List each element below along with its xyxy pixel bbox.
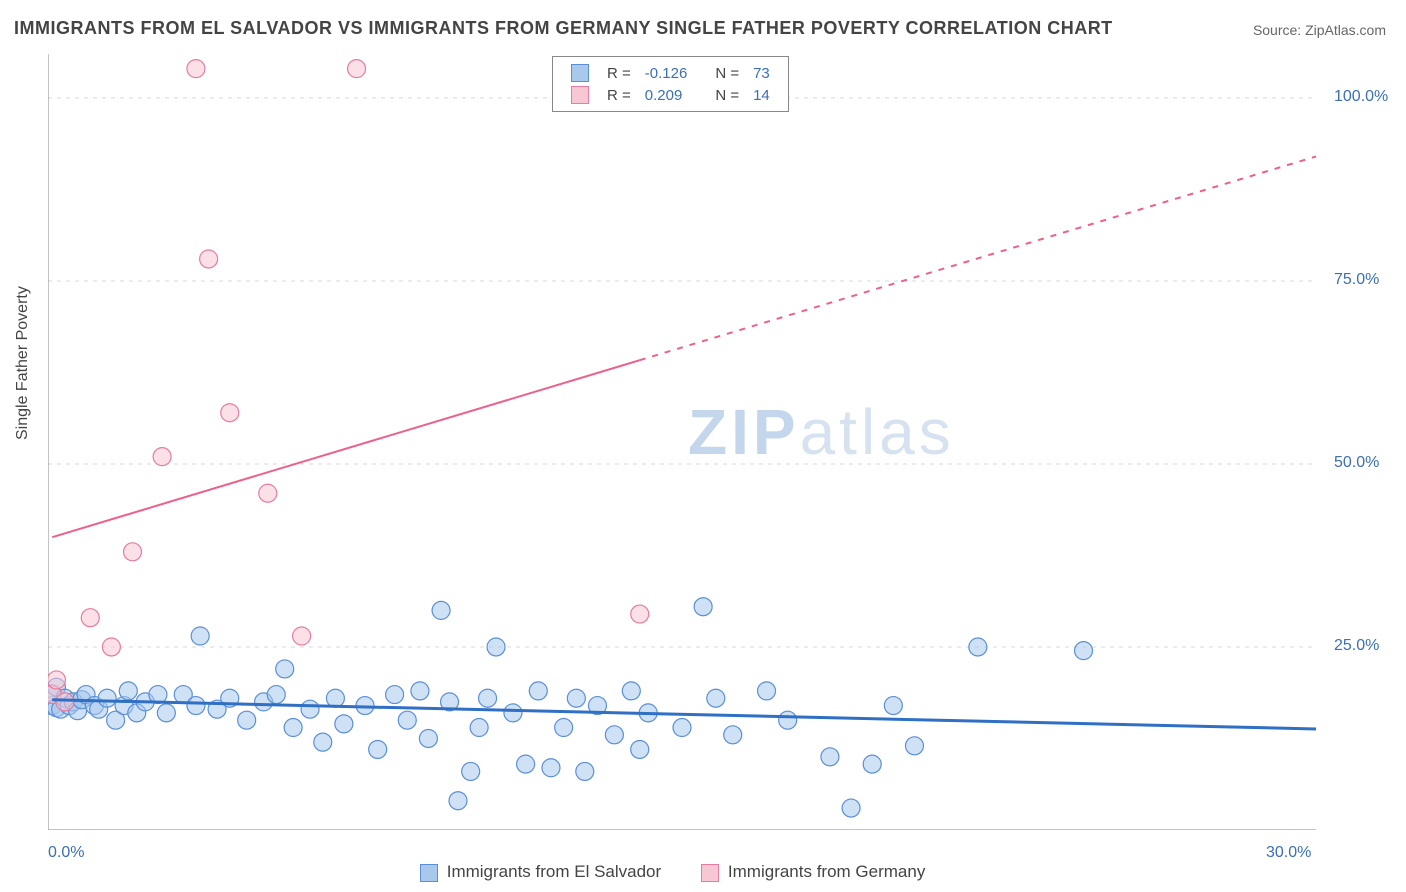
scatter-chart xyxy=(48,54,1388,830)
chart-area xyxy=(48,54,1388,830)
correlation-legend: R =-0.126N =73R =0.209N =14 xyxy=(552,56,789,112)
y-tick-label: 25.0% xyxy=(1334,637,1379,655)
source-label: Source: ZipAtlas.com xyxy=(1253,22,1386,38)
legend-series-item: Immigrants from El Salvador xyxy=(420,862,661,882)
chart-title: IMMIGRANTS FROM EL SALVADOR VS IMMIGRANT… xyxy=(14,18,1113,39)
y-tick-label: 75.0% xyxy=(1334,271,1379,289)
x-tick-label: 0.0% xyxy=(48,844,84,862)
series-legend: Immigrants from El Salvador Immigrants f… xyxy=(420,862,965,882)
y-tick-label: 50.0% xyxy=(1334,454,1379,472)
legend-correlation-row: R =-0.126N =73 xyxy=(565,63,776,83)
legend-series-item: Immigrants from Germany xyxy=(701,862,925,882)
y-tick-label: 100.0% xyxy=(1334,88,1388,106)
x-tick-label: 30.0% xyxy=(1266,844,1311,862)
legend-correlation-row: R =0.209N =14 xyxy=(565,85,776,105)
y-axis-label: Single Father Poverty xyxy=(14,286,32,440)
